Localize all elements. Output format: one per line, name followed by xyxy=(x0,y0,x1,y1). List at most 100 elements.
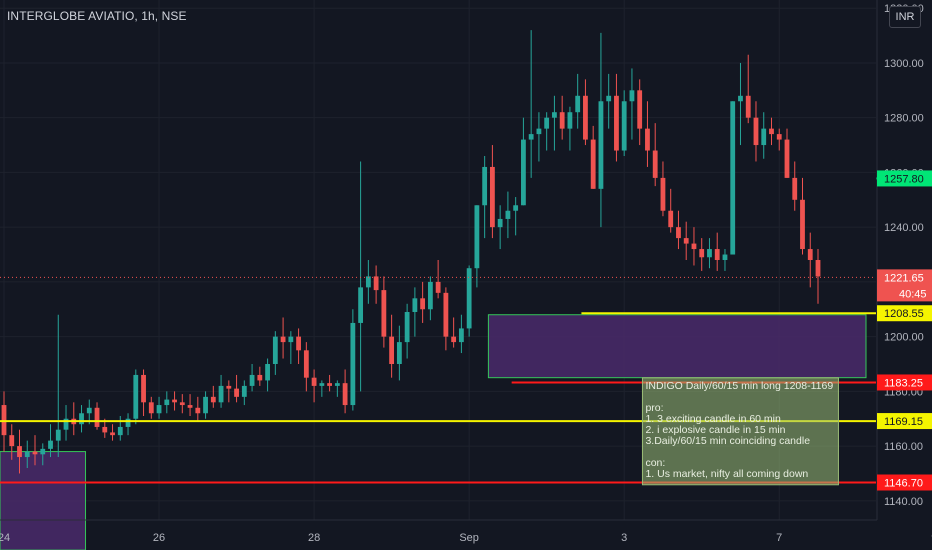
candle-body xyxy=(133,374,139,419)
candle-body xyxy=(350,322,356,406)
candle-body xyxy=(102,426,108,433)
candle-body xyxy=(645,128,650,151)
candle-body xyxy=(241,385,247,397)
candle-body xyxy=(559,112,565,129)
candle-body xyxy=(575,95,581,113)
candle-body xyxy=(288,336,294,343)
candle-body xyxy=(513,205,519,211)
candle-body xyxy=(815,260,821,277)
currency-badge[interactable]: INR xyxy=(889,6,921,28)
candle-body xyxy=(699,249,705,258)
candle-body xyxy=(412,298,418,312)
x-tick-label: 7 xyxy=(776,532,782,544)
candle-body xyxy=(203,396,208,414)
level-price-label: 1146.70 xyxy=(884,478,923,490)
candle-body xyxy=(482,166,488,206)
demand-zone xyxy=(0,451,87,550)
annotation-box-bg[interactable] xyxy=(641,377,839,486)
candle-body xyxy=(753,117,759,146)
candle-body xyxy=(637,90,643,129)
level-price-tag[interactable] xyxy=(877,305,932,322)
candle-body xyxy=(676,227,681,239)
level-price-tag[interactable] xyxy=(877,374,932,391)
candle-body xyxy=(420,298,426,310)
time-axis[interactable]: 242628Sep379 xyxy=(0,519,932,544)
demand-zones xyxy=(0,314,867,550)
bar-countdown: 40:45 xyxy=(899,288,927,300)
candle-body xyxy=(769,128,774,135)
candle-body xyxy=(621,101,627,151)
y-tick-label: 1140.00 xyxy=(884,496,923,508)
candle-body xyxy=(629,90,635,102)
candle-body xyxy=(606,95,612,102)
candle-body xyxy=(489,166,495,228)
candle-body xyxy=(404,312,410,343)
candle-body xyxy=(792,177,798,200)
level-price-label: 1183.25 xyxy=(884,377,923,389)
candle-body xyxy=(195,407,201,414)
level-price-label: 1257.80 xyxy=(884,173,924,185)
candle-body xyxy=(800,199,805,250)
candle-body xyxy=(451,336,457,343)
candle-body xyxy=(218,385,224,403)
candle-body xyxy=(722,254,728,260)
candle-body xyxy=(528,134,534,140)
annotation-line: con: xyxy=(645,457,665,469)
price-axis[interactable]: 1140.001160.001180.001200.001220.001240.… xyxy=(876,0,932,550)
candle-body xyxy=(164,399,170,406)
candle-body xyxy=(652,150,658,178)
candle-body xyxy=(55,429,61,441)
candle-body xyxy=(32,451,38,455)
candle-body xyxy=(683,238,689,244)
candle-body xyxy=(280,336,286,343)
y-tick-label: 1300.00 xyxy=(884,58,924,70)
candle-body xyxy=(327,383,333,386)
candle-body xyxy=(544,117,550,129)
candle-body xyxy=(148,402,154,414)
candle-body xyxy=(466,268,472,329)
annotation-line: 3.Daily/60/15 min coinciding candle xyxy=(645,435,810,447)
candle-body xyxy=(249,374,255,386)
candle-body xyxy=(590,139,596,189)
annotation-line: pro: xyxy=(645,402,663,414)
candle-body xyxy=(48,440,53,449)
y-tick-label: 1160.00 xyxy=(884,441,923,453)
candle-body xyxy=(784,139,790,178)
candle-body xyxy=(234,388,239,397)
candle-body xyxy=(668,210,674,228)
candle-body xyxy=(141,374,146,403)
annotation-box[interactable]: INDIGO Daily/60/15 min long 1208-1169 pro… xyxy=(641,377,839,486)
candle-body xyxy=(807,249,813,260)
candle-body xyxy=(187,405,193,408)
candle-body xyxy=(179,402,185,406)
last-price-tag[interactable] xyxy=(877,269,932,302)
candle-body xyxy=(381,290,387,337)
candle-body xyxy=(505,210,511,219)
candle-body xyxy=(358,287,364,323)
candle-body xyxy=(443,292,449,337)
candle-body xyxy=(94,407,100,427)
candle-body xyxy=(660,177,666,211)
level-price-tag[interactable] xyxy=(877,413,932,430)
candlestick-series xyxy=(1,30,821,474)
candle-body xyxy=(296,336,301,351)
candle-body xyxy=(334,383,340,386)
candle-body xyxy=(265,364,270,381)
x-tick-label: 28 xyxy=(308,532,320,544)
demand-zone xyxy=(487,314,867,379)
candle-body xyxy=(303,350,309,378)
candle-body xyxy=(738,95,743,102)
candle-body xyxy=(761,128,767,146)
candle-body xyxy=(730,101,736,255)
candle-body xyxy=(40,448,46,455)
candle-body xyxy=(86,407,92,414)
candle-body xyxy=(311,377,317,386)
candle-body xyxy=(583,95,588,140)
level-price-label: 1208.55 xyxy=(884,308,924,320)
candle-body xyxy=(172,399,177,403)
candle-body xyxy=(9,435,15,447)
level-price-tag[interactable] xyxy=(877,170,932,187)
level-price-tag[interactable] xyxy=(877,474,932,491)
candle-body xyxy=(396,342,402,364)
